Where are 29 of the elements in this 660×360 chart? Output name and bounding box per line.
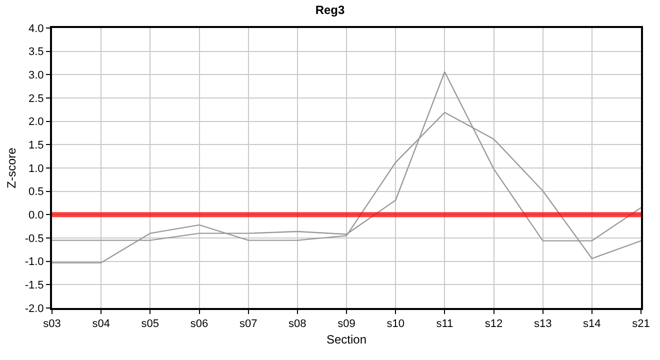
x-tick-label: s09 [338, 318, 356, 330]
x-tick-label: s08 [288, 318, 306, 330]
y-tick-label: 1.0 [28, 162, 44, 175]
y-tick-label: 2.5 [28, 92, 44, 105]
y-tick-label: -1.0 [24, 256, 44, 268]
x-tick-label: s11 [436, 318, 454, 330]
x-axis-title: Section [326, 332, 367, 347]
x-tick-label: s13 [534, 318, 552, 330]
chart-title: Reg3 [315, 2, 345, 17]
y-tick-label: 4.0 [28, 22, 44, 35]
y-tick-label: -2.0 [24, 302, 44, 315]
x-tick-label: s03 [43, 318, 61, 330]
x-tick-label: s05 [141, 318, 160, 330]
y-tick-label: 0.0 [28, 210, 44, 222]
x-tick-label: s07 [239, 318, 258, 330]
y-tick-label: 2.0 [28, 116, 44, 128]
y-tick-label: 1.5 [28, 140, 44, 152]
y-tick-label: 3.0 [28, 70, 44, 82]
x-tick-label: s14 [583, 318, 601, 330]
y-tick-label: -1.5 [24, 280, 44, 292]
x-tick-label: s21 [632, 318, 650, 330]
y-tick-label: 3.5 [28, 46, 44, 58]
x-tick-label: s04 [92, 318, 110, 330]
x-tick-label: s10 [386, 318, 404, 330]
y-tick-label: 0.5 [28, 186, 44, 198]
y-tick-label: -0.5 [24, 232, 44, 245]
x-tick-label: s12 [484, 318, 503, 330]
y-axis-title: Z-score [4, 147, 19, 188]
x-tick-label: s06 [190, 318, 208, 330]
